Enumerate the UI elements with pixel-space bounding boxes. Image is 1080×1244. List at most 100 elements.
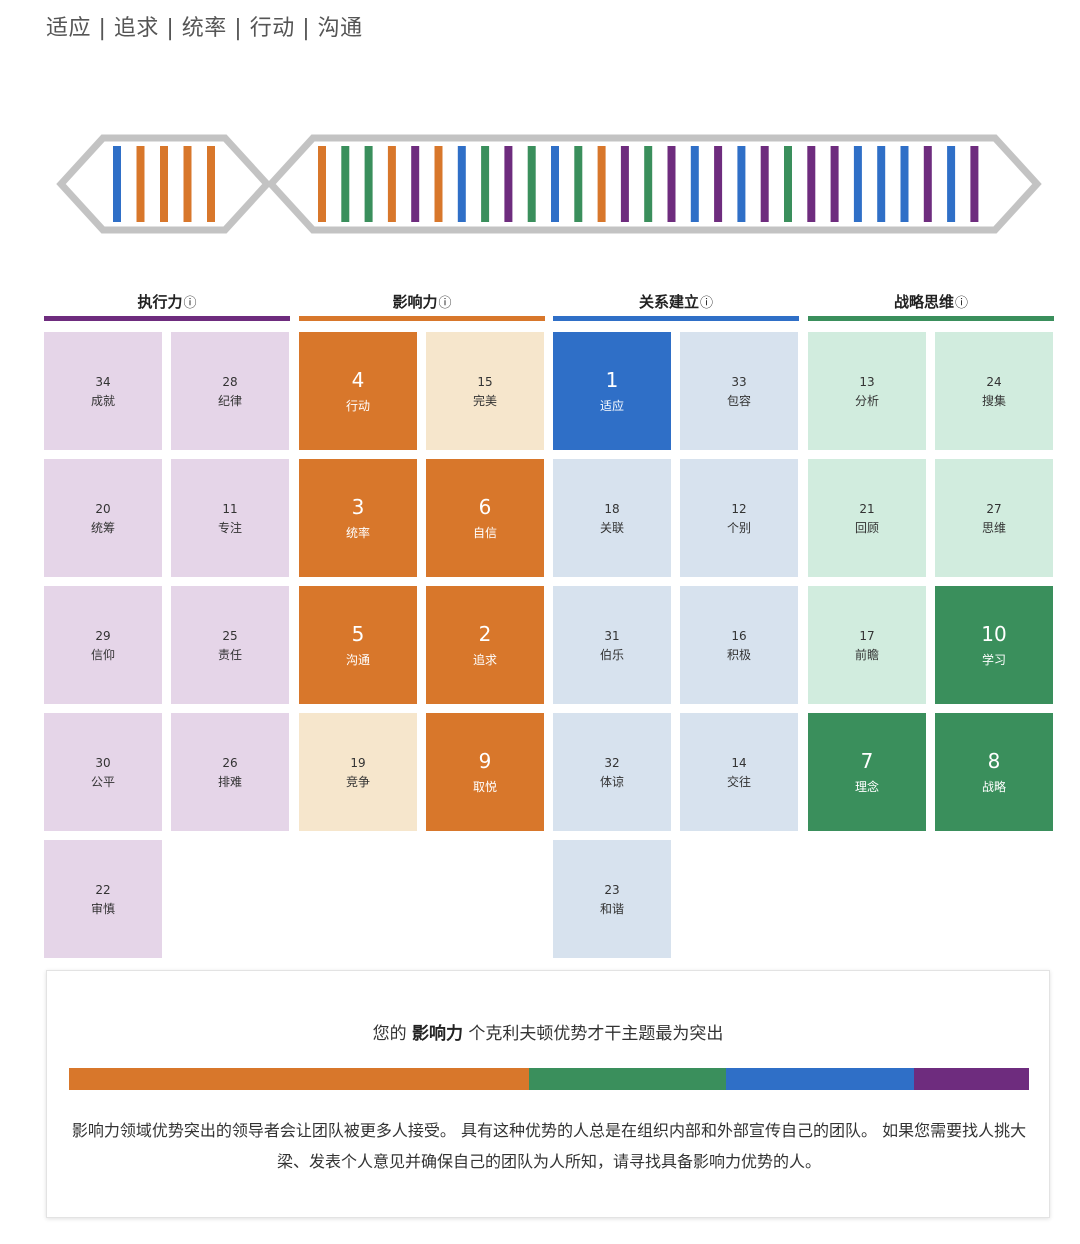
domain-distribution-bar	[69, 1068, 1029, 1090]
theme-name: 理念	[854, 780, 879, 794]
dna-bar-execution	[714, 146, 723, 222]
dna-bar-influence	[207, 146, 215, 222]
theme-tile-influence[interactable]: 5 沟通	[299, 586, 417, 704]
dna-right-frame	[266, 134, 1042, 234]
dna-bar-execution	[411, 146, 420, 222]
theme-tile-strategic[interactable]: 17 前瞻	[808, 586, 926, 704]
info-icon[interactable]: ⓘ	[955, 296, 969, 311]
theme-rank: 23	[604, 882, 620, 897]
theme-name: 成就	[90, 393, 115, 408]
theme-rank: 17	[859, 628, 875, 643]
theme-rank: 1	[605, 368, 619, 392]
theme-tile-influence[interactable]: 2 追求	[426, 586, 544, 704]
theme-tile-strategic[interactable]: 24 搜集	[935, 332, 1053, 450]
theme-rank: 33	[731, 374, 747, 389]
theme-tile-relationship[interactable]: 31 伯乐	[553, 586, 671, 704]
domain-column-influence: 影响力ⓘ 4 行动 15 完美 3 统率 6 自信 5 沟通 2 追求 19 竞争 9 取悦	[299, 290, 545, 831]
theme-tile-influence[interactable]: 19 竞争	[299, 713, 417, 831]
theme-tile-execution[interactable]: 22 审慎	[44, 840, 162, 958]
theme-tile-relationship[interactable]: 23 和谐	[553, 840, 671, 958]
theme-tile-strategic[interactable]: 10 学习	[935, 586, 1053, 704]
theme-name: 回顾	[854, 520, 879, 535]
theme-name: 适应	[599, 399, 624, 413]
dna-bar-strategic	[644, 146, 653, 222]
theme-tile-relationship[interactable]: 32 体谅	[553, 713, 671, 831]
theme-tile-execution[interactable]: 25 责任	[171, 586, 289, 704]
domain-label: 影响力	[392, 293, 438, 311]
theme-tile-execution[interactable]: 29 信仰	[44, 586, 162, 704]
theme-tile-influence[interactable]: 4 行动	[299, 332, 417, 450]
domain-label: 执行力	[137, 293, 183, 311]
theme-rank: 19	[350, 755, 366, 770]
theme-name: 审慎	[90, 901, 115, 916]
domain-header-execution[interactable]: 执行力ⓘ	[44, 290, 290, 314]
theme-name: 前瞻	[854, 647, 879, 662]
theme-name: 沟通	[345, 653, 370, 667]
theme-tile-relationship[interactable]: 12 个别	[680, 459, 798, 577]
domain-underline	[553, 316, 799, 321]
theme-tile-influence[interactable]: 6 自信	[426, 459, 544, 577]
theme-tile-strategic[interactable]: 7 理念	[808, 713, 926, 831]
theme-rank: 24	[986, 374, 1002, 389]
theme-tile-relationship[interactable]: 14 交往	[680, 713, 798, 831]
info-icon[interactable]: ⓘ	[183, 296, 197, 311]
domain-header-relationship[interactable]: 关系建立ⓘ	[553, 290, 799, 314]
info-icon[interactable]: ⓘ	[700, 296, 714, 311]
theme-rank: 6	[478, 495, 492, 519]
distribution-segment-execution	[913, 1068, 1029, 1090]
domain-column-relationship: 关系建立ⓘ 1 适应 33 包容 18 关联 12 个别 31 伯乐 16 积极 32 体谅 14 交往 23 和谐	[553, 290, 799, 958]
theme-tile-strategic[interactable]: 8 战略	[935, 713, 1053, 831]
dna-bar-strategic	[784, 146, 792, 222]
theme-tile-relationship[interactable]: 33 包容	[680, 332, 798, 450]
theme-tile-execution[interactable]: 11 专注	[171, 459, 289, 577]
domain-underline	[299, 316, 545, 321]
theme-rank: 32	[604, 755, 620, 770]
domain-grid: 执行力ⓘ 34 成就 28 纪律 20 统筹 11 专注 29 信仰 25 责任 30 公平 26 排难 22 审慎…	[44, 290, 1054, 960]
dna-bar-influence	[597, 146, 606, 222]
theme-rank: 12	[731, 501, 747, 516]
domain-column-strategic: 战略思维ⓘ 13 分析 24 搜集 21 回顾 27 思维 17 前瞻 10 学习 7 理念 8 战略	[808, 290, 1054, 831]
theme-rank: 34	[95, 374, 111, 389]
theme-name: 责任	[217, 647, 242, 662]
distribution-segment-influence	[69, 1068, 529, 1090]
dna-bar-influence	[318, 146, 326, 222]
theme-tile-execution[interactable]: 28 纪律	[171, 332, 289, 450]
dna-bar-influence	[434, 146, 443, 222]
theme-tile-relationship[interactable]: 1 适应	[553, 332, 671, 450]
theme-tile-relationship[interactable]: 16 积极	[680, 586, 798, 704]
distribution-segment-strategic	[528, 1068, 726, 1090]
domain-column-execution: 执行力ⓘ 34 成就 28 纪律 20 统筹 11 专注 29 信仰 25 责任 30 公平 26 排难 22 审慎	[44, 290, 290, 958]
theme-tile-strategic[interactable]: 13 分析	[808, 332, 926, 450]
theme-tile-execution[interactable]: 34 成就	[44, 332, 162, 450]
domain-header-strategic[interactable]: 战略思维ⓘ	[808, 290, 1054, 314]
theme-name: 和谐	[599, 901, 624, 916]
theme-tile-influence[interactable]: 15 完美	[426, 332, 544, 450]
dna-bar-influence	[160, 146, 168, 222]
domain-label: 关系建立	[638, 293, 699, 311]
dna-left-frame	[56, 134, 272, 234]
theme-tile-influence[interactable]: 9 取悦	[426, 713, 544, 831]
theme-rank: 14	[731, 755, 747, 770]
domain-header-influence[interactable]: 影响力ⓘ	[299, 290, 545, 314]
dna-bar-influence	[387, 146, 396, 222]
summary-domain: 影响力	[412, 1024, 463, 1044]
domain-label: 战略思维	[893, 293, 954, 311]
theme-tile-strategic[interactable]: 21 回顾	[808, 459, 926, 577]
dna-bar-execution	[667, 146, 676, 222]
dna-bar-strategic	[527, 146, 536, 222]
summary-suffix: 个克利夫顿优势才干主题最为突出	[468, 1024, 724, 1044]
theme-rank: 9	[478, 749, 492, 773]
theme-tile-influence[interactable]: 3 统率	[299, 459, 417, 577]
dna-bar-relationship	[113, 146, 121, 222]
theme-tile-execution[interactable]: 26 排难	[171, 713, 289, 831]
theme-tile-execution[interactable]: 30 公平	[44, 713, 162, 831]
dna-bar-strategic	[364, 146, 373, 222]
theme-name: 信仰	[90, 647, 115, 662]
dna-bar-execution	[830, 146, 839, 222]
theme-tile-execution[interactable]: 20 统筹	[44, 459, 162, 577]
info-icon[interactable]: ⓘ	[438, 296, 452, 311]
theme-name: 竞争	[345, 774, 370, 789]
dna-bar-relationship	[877, 146, 886, 222]
theme-tile-strategic[interactable]: 27 思维	[935, 459, 1053, 577]
theme-tile-relationship[interactable]: 18 关联	[553, 459, 671, 577]
